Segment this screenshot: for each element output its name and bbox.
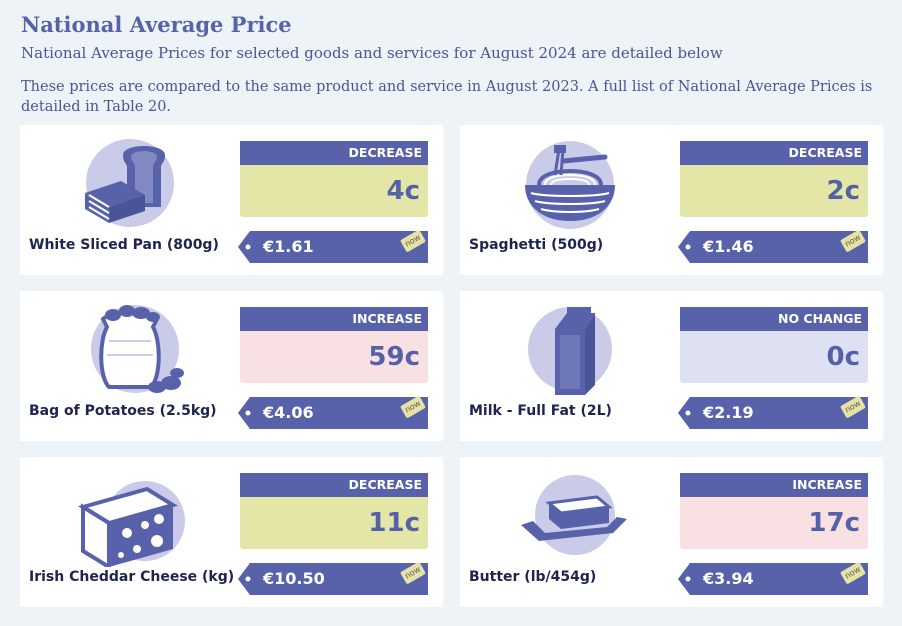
page-subtitle: National Average Prices for selected goo… xyxy=(21,44,723,62)
change-direction-label: DECREASE xyxy=(680,141,868,165)
cheese-icon xyxy=(65,467,195,567)
current-price: €2.19 xyxy=(703,403,754,422)
product-name: Bag of Potatoes (2.5kg) xyxy=(29,403,217,419)
milk-carton-icon xyxy=(505,301,635,401)
product-card-butter: INCREASE 17c Butter (lb/454g) €3.94 now xyxy=(460,457,883,607)
change-direction-label: DECREASE xyxy=(240,473,428,497)
price-tag: €2.19 now xyxy=(678,395,868,429)
page-title: National Average Price xyxy=(21,12,292,37)
price-tag: €10.50 now xyxy=(238,561,428,595)
potato-bag-icon xyxy=(65,301,195,401)
product-name: White Sliced Pan (800g) xyxy=(29,237,219,253)
product-name: Spaghetti (500g) xyxy=(469,237,604,253)
change-value: 17c xyxy=(680,497,868,549)
current-price: €3.94 xyxy=(703,569,754,588)
butter-icon xyxy=(505,467,635,567)
price-tag: €3.94 now xyxy=(678,561,868,595)
change-value: 2c xyxy=(680,165,868,217)
bread-icon xyxy=(65,135,195,235)
change-direction-label: DECREASE xyxy=(240,141,428,165)
current-price: €10.50 xyxy=(263,569,325,588)
price-tag: €1.61 now xyxy=(238,229,428,263)
spaghetti-icon xyxy=(505,135,635,235)
price-tag: €4.06 now xyxy=(238,395,428,429)
current-price: €1.61 xyxy=(263,237,314,256)
product-name: Irish Cheddar Cheese (kg) xyxy=(29,569,235,585)
change-value: 11c xyxy=(240,497,428,549)
intro-text: These prices are compared to the same pr… xyxy=(21,79,873,115)
product-card-irish-cheddar-cheese: DECREASE 11c Irish Cheddar Cheese (kg) €… xyxy=(20,457,443,607)
change-direction-label: NO CHANGE xyxy=(680,307,868,331)
product-card-bag-of-potatoes: INCREASE 59c Bag of Potatoes (2.5kg) €4.… xyxy=(20,291,443,441)
product-name: Butter (lb/454g) xyxy=(469,569,597,585)
product-card-milk-full-fat: NO CHANGE 0c Milk - Full Fat (2L) €2.19 … xyxy=(460,291,883,441)
current-price: €4.06 xyxy=(263,403,314,422)
change-direction-label: INCREASE xyxy=(680,473,868,497)
change-value: 4c xyxy=(240,165,428,217)
product-card-white-sliced-pan: DECREASE 4c White Sliced Pan (800g) €1.6… xyxy=(20,125,443,275)
product-card-spaghetti: DECREASE 2c Spaghetti (500g) €1.46 now xyxy=(460,125,883,275)
price-tag: €1.46 now xyxy=(678,229,868,263)
product-name: Milk - Full Fat (2L) xyxy=(469,403,612,419)
change-value: 0c xyxy=(680,331,868,383)
current-price: €1.46 xyxy=(703,237,754,256)
change-direction-label: INCREASE xyxy=(240,307,428,331)
change-value: 59c xyxy=(240,331,428,383)
